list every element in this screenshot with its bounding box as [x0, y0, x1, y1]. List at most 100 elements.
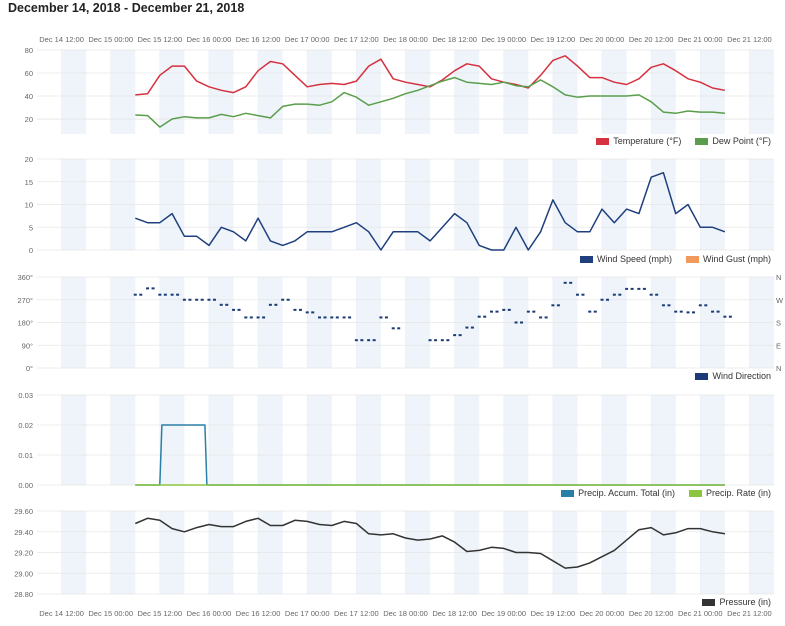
wind-direction-point — [200, 298, 204, 301]
y-tick-label: 20 — [25, 155, 33, 164]
legend-item-temperature[interactable]: Temperature (°F) — [596, 136, 681, 146]
wind-direction-point — [593, 310, 597, 313]
panel-pressure: 28.80 29.00 29.20 29.40 29.60 — [14, 507, 774, 599]
wind-direction-point — [367, 339, 371, 342]
panel-wind_direction: 0° N 90° E 180° S 270° W 360° N — [17, 273, 784, 373]
plot-band — [61, 50, 87, 134]
legend-label: Temperature (°F) — [613, 136, 682, 146]
legend-label: Wind Gust (mph) — [702, 254, 771, 264]
wind-direction-point — [232, 308, 236, 311]
wind-direction-point — [606, 298, 610, 301]
wind-direction-point — [207, 298, 211, 301]
legend-wind: Wind Speed (mph) Wind Gust (mph) — [579, 253, 771, 265]
wind-direction-point — [489, 310, 493, 313]
wind-direction-point — [335, 316, 339, 319]
wind-direction-point — [526, 310, 530, 313]
series-line-wind-speed — [135, 171, 726, 251]
bottom-x-tick-label: Dec 20 00:00 — [580, 609, 625, 618]
wind-direction-point — [465, 326, 469, 329]
plot-band — [552, 395, 578, 485]
wind-direction-point — [293, 308, 297, 311]
wind-direction-point — [151, 287, 155, 290]
top-x-tick-label: Dec 21 00:00 — [678, 35, 723, 44]
wind-direction-point — [514, 321, 518, 324]
wind-direction-point — [225, 303, 229, 306]
y-tick-label: 29.20 — [14, 549, 33, 558]
top-x-tick-label: Dec 18 12:00 — [432, 35, 477, 44]
top-x-tick-label: Dec 16 12:00 — [236, 35, 281, 44]
y-tick-label: 360° — [17, 273, 33, 282]
wind-direction-point — [661, 304, 665, 307]
y-tick-label: 15 — [25, 178, 33, 187]
wind-direction-point — [495, 310, 499, 313]
plot-band — [307, 395, 332, 485]
legend-swatch — [561, 489, 575, 497]
legend-item-wind-direction[interactable]: Wind Direction — [695, 371, 771, 381]
plot-band — [208, 395, 234, 485]
wind-direction-point — [625, 287, 629, 290]
wind-direction-point — [219, 303, 223, 306]
bottom-x-tick-label: Dec 15 00:00 — [88, 609, 133, 618]
wind-direction-point — [139, 293, 143, 296]
plot-band — [159, 395, 185, 485]
top-x-tick-label: Dec 17 12:00 — [334, 35, 379, 44]
wind-direction-point — [453, 334, 457, 337]
wind-direction-point — [212, 298, 216, 301]
y-tick-label: 0.01 — [18, 451, 33, 460]
series-line-pressure — [135, 517, 726, 569]
legend-item-wind-gust[interactable]: Wind Gust (mph) — [685, 254, 771, 264]
wind-direction-point — [551, 304, 555, 307]
wind-direction-point — [372, 339, 376, 342]
wind-direction-point — [539, 316, 543, 319]
compass-label: W — [776, 296, 784, 305]
bottom-x-tick-label: Dec 18 00:00 — [383, 609, 428, 618]
wind-direction-point — [268, 303, 272, 306]
wind-direction-point — [146, 287, 150, 290]
wind-direction-point — [667, 304, 671, 307]
bottom-x-tick-label: Dec 19 00:00 — [481, 609, 526, 618]
plot-band — [503, 395, 529, 485]
top-x-tick-label: Dec 17 00:00 — [285, 35, 330, 44]
legend-label: Wind Direction — [712, 371, 771, 381]
wind-direction-point — [711, 310, 715, 313]
wind-direction-point — [176, 293, 180, 296]
legend-item-wind-speed[interactable]: Wind Speed (mph) — [579, 254, 672, 264]
y-tick-label: 29.60 — [14, 507, 33, 516]
y-tick-label: 28.80 — [14, 590, 33, 599]
wind-direction-point — [470, 326, 474, 329]
legend-item-dew-point[interactable]: Dew Point (°F) — [695, 136, 771, 146]
legend-label: Pressure (in) — [719, 597, 771, 607]
legend-item-pressure[interactable]: Pressure (in) — [702, 597, 771, 607]
wind-direction-point — [281, 298, 285, 301]
wind-direction-point — [360, 339, 364, 342]
wind-direction-point — [274, 303, 278, 306]
plot-band — [356, 395, 381, 485]
legend-swatch — [695, 372, 709, 380]
plot-band — [405, 395, 431, 485]
legend-wind_direction: Wind Direction — [695, 370, 771, 382]
wind-direction-point — [256, 316, 260, 319]
wind-direction-point — [563, 281, 567, 284]
legend-swatch — [695, 137, 709, 145]
plot-band — [749, 50, 774, 134]
wind-direction-point — [507, 308, 511, 311]
plot-band — [602, 395, 627, 485]
wind-direction-point — [458, 334, 462, 337]
plot-band — [749, 395, 774, 485]
bottom-x-tick-label: Dec 14 12:00 — [39, 609, 84, 618]
wind-direction-point — [323, 316, 327, 319]
legend-item-precip-rate[interactable]: Precip. Rate (in) — [688, 488, 771, 498]
wind-direction-point — [618, 293, 622, 296]
wind-direction-point — [569, 281, 573, 284]
wind-direction-point — [170, 293, 174, 296]
panel-precipitation: 0.00 0.01 0.02 0.03 — [18, 391, 774, 490]
top-x-tick-label: Dec 18 00:00 — [383, 35, 428, 44]
plot-band — [700, 395, 725, 485]
legend-item-precip-accum[interactable]: Precip. Accum. Total (in) — [561, 488, 675, 498]
wind-direction-point — [655, 293, 659, 296]
bottom-x-tick-label: Dec 17 12:00 — [334, 609, 379, 618]
wind-direction-point — [318, 316, 322, 319]
wind-direction-point — [244, 316, 248, 319]
wind-direction-point — [588, 310, 592, 313]
top-x-tick-label: Dec 21 12:00 — [727, 35, 772, 44]
